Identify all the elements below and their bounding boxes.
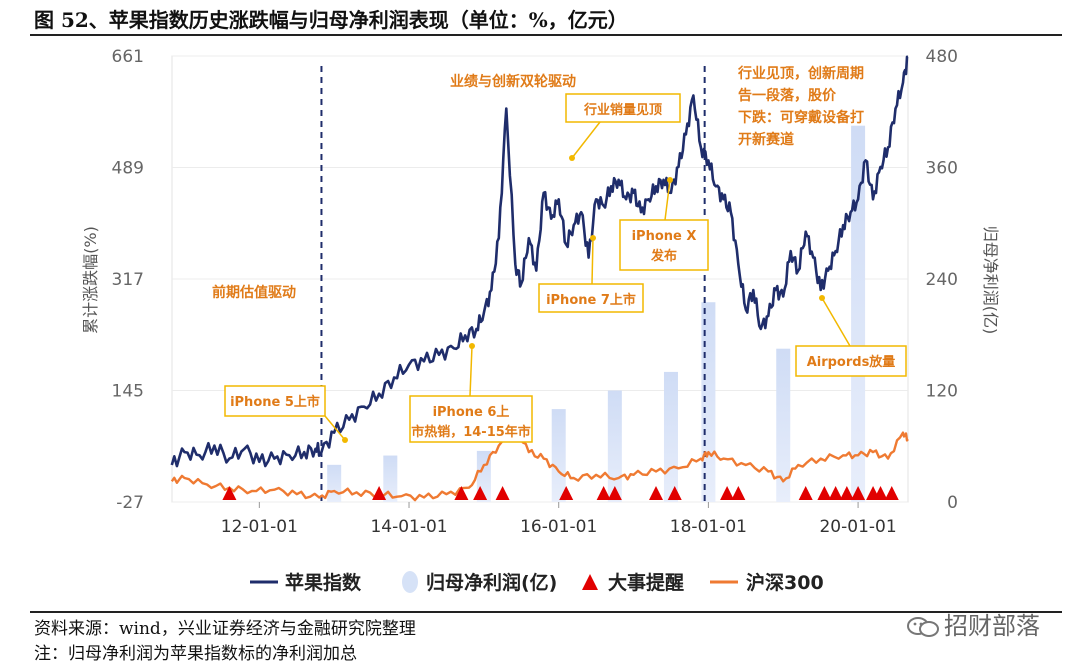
event-marker <box>473 486 488 500</box>
chart: 661 489 317 145 -27 480 360 240 120 0 12-01-01 14-0… <box>81 47 1000 594</box>
event-marker <box>596 486 611 500</box>
event-marker <box>851 486 866 500</box>
y-tick-label: 145 <box>112 382 144 402</box>
note-iphone7: iPhone 7上市 <box>546 292 636 308</box>
watermark: 招财部落 <box>906 606 1040 641</box>
note-iphonex-arrow-head <box>667 177 673 183</box>
note-airpods-arrow <box>821 297 851 347</box>
phase-label-early: 前期估值驱动 <box>212 284 296 301</box>
event-marker <box>817 486 832 500</box>
y-tick-label: 661 <box>112 47 144 67</box>
y-tick-label: 489 <box>112 159 144 179</box>
bottom-rule <box>30 611 1062 613</box>
y2-tick-label: 480 <box>926 47 958 67</box>
event-marker <box>828 486 843 500</box>
note-iphonex: iPhone X <box>632 229 697 244</box>
note-sales-peak: 行业销量见顶 <box>583 102 662 118</box>
source-text: 资料来源：wind，兴业证券经济与金融研究院整理 <box>34 619 416 639</box>
note-sales-peak-box <box>565 93 681 123</box>
note-iphone6-arrow-head <box>469 343 475 349</box>
wechat-icon <box>907 617 939 637</box>
note-iphone5: iPhone 5上市 <box>230 394 320 410</box>
note-iphonex: 发布 <box>650 248 677 264</box>
event-marker <box>884 486 899 500</box>
phase-label-peak: 开新赛道 <box>738 131 794 148</box>
legend-label-hs300: 沪深300 <box>746 571 824 594</box>
y-axis-label: 累计涨跌幅(%) <box>81 226 100 334</box>
watermark-text: 招财部落 <box>944 612 1040 640</box>
event-marker <box>667 486 682 500</box>
note-iphonex-arrow <box>664 179 671 221</box>
phase-label-peak: 行业见顶，创新周期 <box>737 65 864 82</box>
profit-bar <box>851 125 866 502</box>
legend-label-events: 大事提醒 <box>608 571 684 594</box>
event-marker <box>720 486 735 500</box>
event-marker <box>649 486 664 500</box>
event-marker <box>372 486 387 500</box>
figure-title: 图 52、苹果指数历史涨跌幅与归母净利润表现（单位：%，亿元） <box>34 8 628 32</box>
y2-tick-label: 240 <box>926 270 958 290</box>
note-airpods-arrow-head <box>819 295 825 301</box>
note-airpods: Airpords放量 <box>807 354 896 370</box>
profit-bar <box>607 390 622 502</box>
event-marker <box>731 486 746 500</box>
event-marker <box>222 486 237 500</box>
x-tick-label: 12-01-01 <box>221 517 298 537</box>
legend-label-profit: 归母净利润(亿) <box>426 571 557 594</box>
note-iphone7-arrow-head <box>590 235 596 241</box>
profit-bar <box>776 348 791 502</box>
y2-axis-label: 归母净利润(亿) <box>981 226 1000 335</box>
y2-tick-label: 360 <box>926 159 958 179</box>
top-rule <box>30 34 1062 36</box>
y2-tick-label: 120 <box>926 382 958 402</box>
x-tick-label: 14-01-01 <box>370 517 447 537</box>
x-tick-label: 16-01-01 <box>520 517 597 537</box>
note-iphonex-box <box>619 219 709 271</box>
legend-swatch-profit <box>402 571 418 593</box>
note-iphone6: iPhone 6上 <box>433 405 510 420</box>
event-marker <box>607 486 622 500</box>
profit-bar <box>383 455 398 502</box>
profit-bar <box>663 371 678 502</box>
note-iphone5-box <box>224 385 326 417</box>
note-iphone6-box <box>409 395 533 443</box>
note-airpods-box <box>795 345 907 377</box>
note-iphone6: 市热销，14-15年市 <box>411 424 531 440</box>
note-iphone5-arrow <box>324 415 346 441</box>
y-tick-label: -27 <box>116 493 144 513</box>
note-iphone7-box <box>538 283 644 313</box>
legend-label-apple: 苹果指数 <box>285 571 362 594</box>
profit-bar <box>701 302 716 502</box>
event-marker <box>559 486 574 500</box>
note-text: 注：归母净利润为苹果指数标的净利润加总 <box>34 644 357 664</box>
event-marker <box>839 486 854 500</box>
phase-label-peak: 下跌：可穿戴设备打 <box>738 109 864 126</box>
x-tick-label: 20-01-01 <box>819 517 896 537</box>
note-sales-peak-arrow <box>571 121 601 159</box>
note-iphone6-arrow <box>469 345 473 397</box>
apple-index-line <box>170 55 909 468</box>
y-tick-label: 317 <box>112 270 144 290</box>
event-marker <box>454 486 469 500</box>
event-marker <box>495 486 510 500</box>
legend-swatch-events <box>582 574 598 590</box>
profit-bar <box>551 409 566 502</box>
profit-bar <box>327 464 342 502</box>
note-iphone7-arrow <box>591 237 594 285</box>
event-marker <box>873 486 888 500</box>
hs300-line <box>170 418 909 502</box>
x-tick-label: 18-01-01 <box>670 517 747 537</box>
note-iphone5-arrow-head <box>342 437 348 443</box>
y2-tick-label: 0 <box>947 493 958 513</box>
phase-label-growth: 业绩与创新双轮驱动 <box>450 73 576 90</box>
event-marker <box>798 486 813 500</box>
phase-label-peak: 告一段落，股价 <box>738 87 837 104</box>
note-sales-peak-arrow-head <box>569 155 575 161</box>
